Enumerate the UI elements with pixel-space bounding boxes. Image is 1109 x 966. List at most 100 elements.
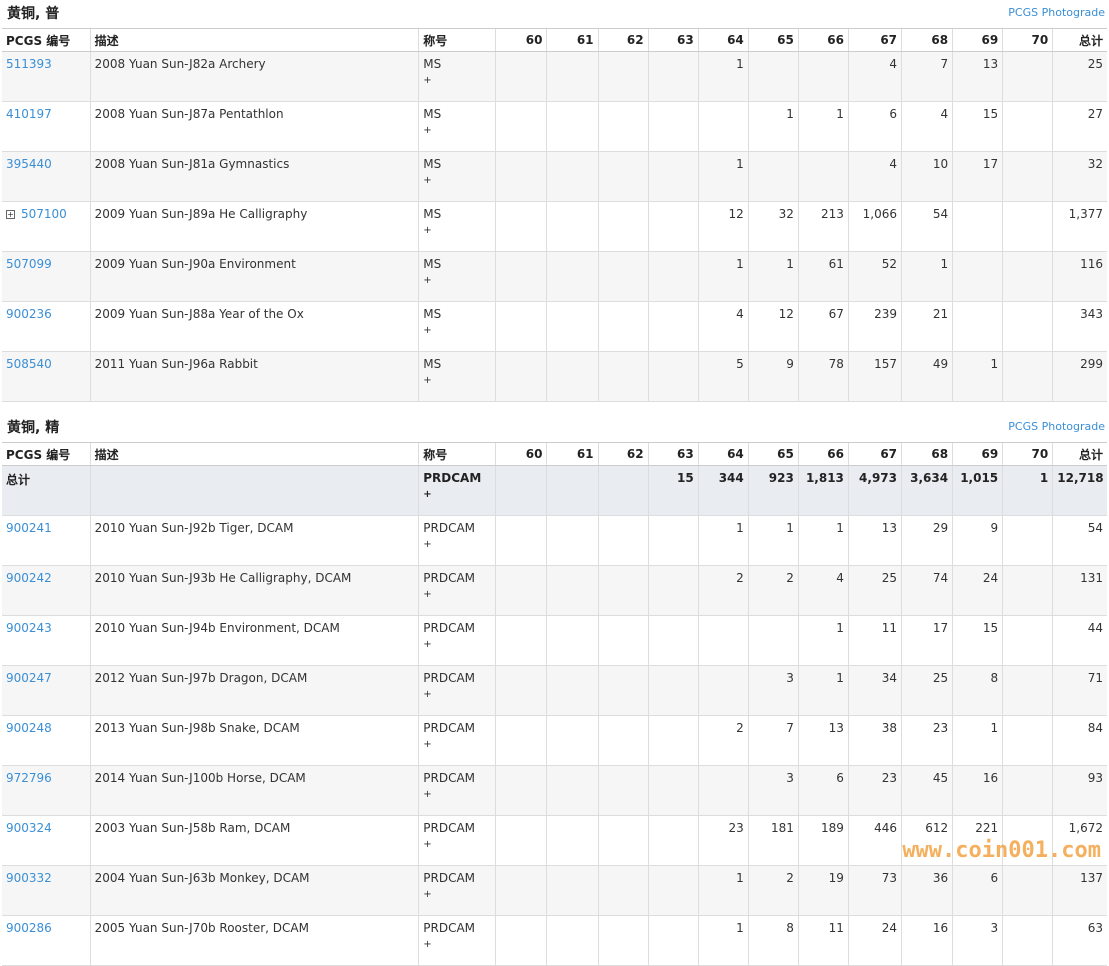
grade-count-cell: 1,813 (797, 465, 849, 516)
description-cell: 2009 Yuan Sun-J88a Year of the Ox (89, 301, 419, 352)
pcgs-id-link[interactable]: 507100 (21, 207, 67, 221)
grade-count: 1,813 (805, 471, 844, 485)
pcgs-id-link[interactable]: 900243 (6, 621, 52, 635)
total-count: 27 (1087, 107, 1103, 121)
pcgs-id-link[interactable]: 395440 (6, 157, 52, 171)
id-cell: 395440 (2, 151, 91, 202)
grade-count-cell: 17 (952, 151, 1003, 202)
pcgs-id-link[interactable]: 900241 (6, 521, 52, 535)
grade-count: 16 (932, 921, 949, 935)
grade-count-cell: 181 (747, 815, 799, 866)
pcgs-id-link[interactable]: 900236 (6, 307, 52, 321)
grade-count: 1 (786, 521, 794, 535)
pcgs-id-link[interactable]: 410197 (6, 107, 52, 121)
pcgs-id-link[interactable]: 900286 (6, 921, 52, 935)
table-row: +507100 2009 Yuan Sun-J89a He Calligraphy… (2, 201, 1107, 252)
section-header: 黄铜, 精 PCGS Photograde (0, 414, 1105, 442)
section-gap (0, 402, 1109, 414)
grade-count-cell: 1 (697, 865, 749, 916)
grade-count: 1 (836, 521, 844, 535)
grade-count: 4 (836, 571, 844, 585)
designation-cell: PRDCAM + (418, 765, 496, 816)
grade-count-cell: 12 (697, 201, 749, 252)
grade-count: 15 (982, 621, 999, 635)
pcgs-id-link[interactable]: 507099 (6, 257, 52, 271)
total-cell: 93 (1052, 765, 1107, 816)
designation-cell: PRDCAM + (418, 615, 496, 666)
total-count: 1,377 (1068, 207, 1103, 221)
grade-count-cell (597, 151, 649, 202)
grade-count: 1 (736, 521, 744, 535)
table-row: 总计 PRDCAM +15 344 923 1,813 4,973 3,634 1,015 1 12… (2, 465, 1107, 516)
grade-count: 9 (990, 521, 999, 535)
grade-count-cell (546, 915, 599, 966)
grade-count-cell (495, 915, 547, 966)
photograde-link[interactable]: PCGS Photograde (1008, 6, 1105, 19)
grade-count: 7 (786, 721, 794, 735)
grade-count-cell (597, 515, 649, 566)
pcgs-id-link[interactable]: 900332 (6, 871, 52, 885)
grade-count-cell (647, 515, 699, 566)
grade-count-cell: 1 (797, 615, 849, 666)
column-header: 描述 (89, 442, 419, 466)
grade-table: PCGS 编号 描述 称号 60 61 62 63 64 65 66 67 68 69 70 总计 总计 PRD… (2, 442, 1107, 966)
column-header: 60 (495, 28, 547, 52)
grade-count-cell: 4 (697, 301, 749, 352)
grade-count: 74 (932, 571, 949, 585)
column-header: 63 (647, 442, 699, 466)
pcgs-id-link[interactable]: 900248 (6, 721, 52, 735)
designation: MS (423, 257, 442, 271)
grade-count-cell (546, 565, 599, 616)
watermark: www.coin001.com (902, 838, 1101, 863)
total-cell: 299 (1052, 351, 1107, 402)
table-row: 508540 2011 Yuan Sun-J96a Rabbit MS +5 9 78 15… (2, 351, 1107, 402)
grade-count-cell (1002, 765, 1053, 816)
designation: MS (423, 307, 442, 321)
grade-count-cell (647, 815, 699, 866)
grade-count-cell: 9 (952, 515, 1003, 566)
grade-count-cell (597, 51, 649, 102)
description: 2009 Yuan Sun-J89a He Calligraphy (94, 207, 308, 221)
plus-sign: + (423, 539, 432, 550)
description-cell: 2009 Yuan Sun-J90a Environment (89, 251, 419, 302)
pcgs-id-link[interactable]: 900324 (6, 821, 52, 835)
expand-icon[interactable]: + (6, 210, 15, 219)
total-count: 84 (1087, 721, 1103, 735)
pcgs-id-link[interactable]: 900242 (6, 571, 52, 585)
pcgs-id-link[interactable]: 972796 (6, 771, 52, 785)
id-cell: 总计 (2, 465, 91, 516)
pcgs-id-link[interactable]: 900247 (6, 671, 52, 685)
grade-count: 23 (881, 771, 898, 785)
description-cell: 2010 Yuan Sun-J93b He Calligraphy, DCAM (89, 565, 419, 616)
grade-count-cell: 25 (901, 665, 953, 716)
grade-count-cell (495, 51, 547, 102)
pcgs-id-link[interactable]: 508540 (6, 357, 52, 371)
grade-count-cell (647, 201, 699, 252)
grade-count: 3 (786, 771, 794, 785)
total-count: 137 (1080, 871, 1103, 885)
grade-count-cell (546, 765, 599, 816)
grade-count-cell (597, 815, 649, 866)
grade-count-cell (495, 765, 547, 816)
grade-count-cell: 344 (697, 465, 749, 516)
grade-count-cell: 13 (797, 715, 849, 766)
description-cell: 2009 Yuan Sun-J89a He Calligraphy (89, 201, 419, 252)
grade-count-cell: 13 (952, 51, 1003, 102)
grade-count: 1 (1039, 471, 1049, 485)
grade-count-cell: 1 (797, 101, 849, 152)
plus-sign: + (423, 489, 432, 500)
grade-count-cell: 78 (797, 351, 849, 402)
designation-cell: MS + (418, 51, 496, 102)
grade-count-cell (647, 865, 699, 916)
photograde-link[interactable]: PCGS Photograde (1008, 420, 1105, 433)
total-count: 32 (1087, 157, 1103, 171)
grade-count: 344 (718, 471, 744, 485)
pcgs-id-link[interactable]: 511393 (6, 57, 52, 71)
designation-cell: MS + (418, 201, 496, 252)
grade-count: 1 (990, 721, 999, 735)
total-count: 25 (1087, 57, 1103, 71)
description-cell: 2014 Yuan Sun-J100b Horse, DCAM (89, 765, 419, 816)
grade-count: 1 (836, 621, 844, 635)
grade-count-cell: 3 (747, 765, 799, 816)
designation-cell: PRDCAM + (418, 715, 496, 766)
